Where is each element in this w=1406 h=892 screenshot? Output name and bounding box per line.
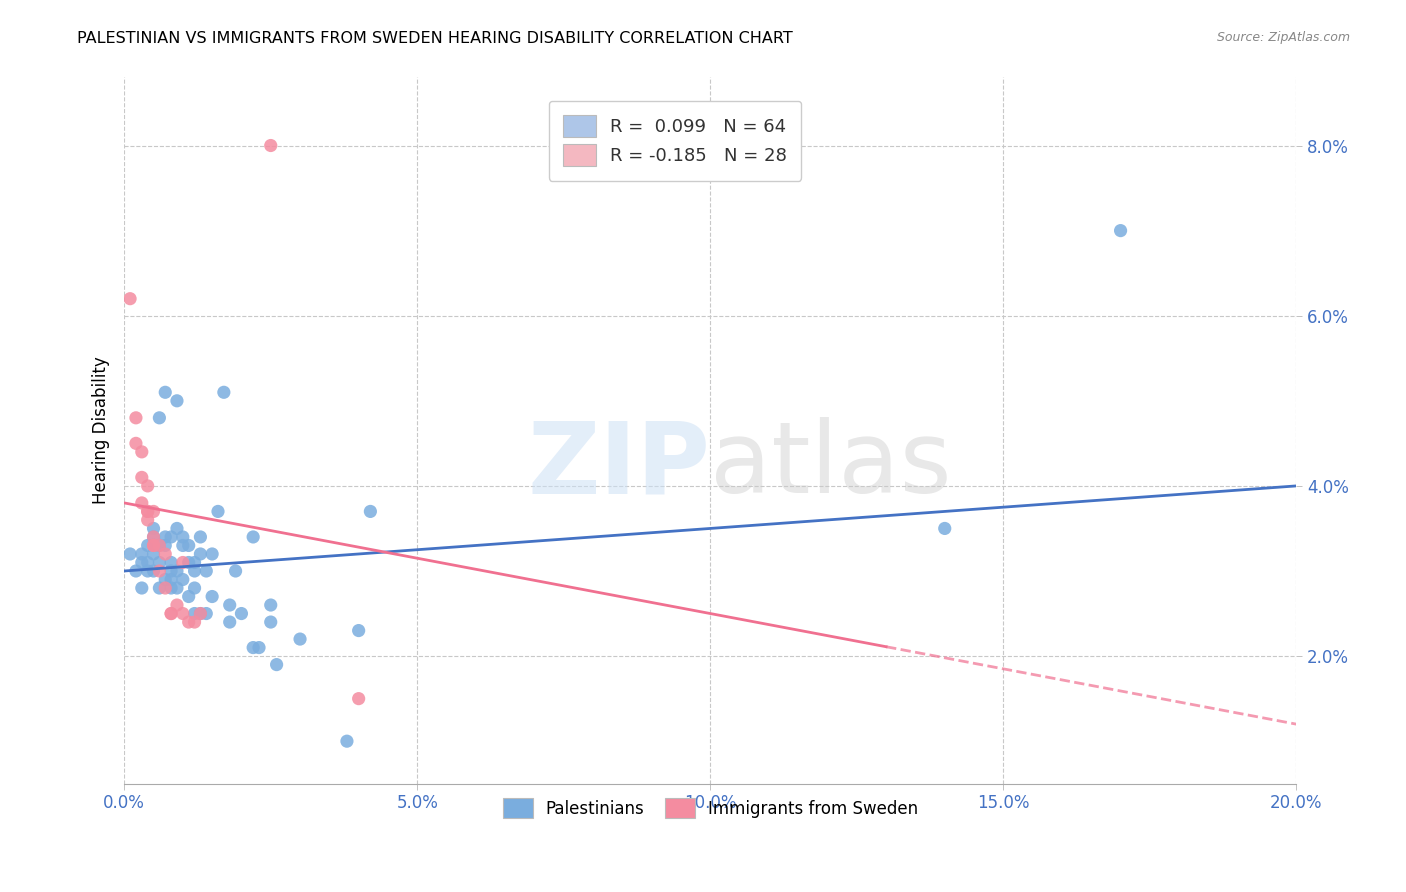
Point: [155, 539, 177, 553]
Point: [142, 547, 165, 561]
Point: [201, 590, 224, 604]
Point: [183, 581, 205, 595]
Point: [148, 564, 170, 578]
Point: [155, 530, 177, 544]
Point: [131, 470, 153, 484]
Point: [166, 581, 188, 595]
Point: [172, 607, 194, 621]
Point: [136, 513, 159, 527]
Point: [148, 539, 170, 553]
Point: [155, 385, 177, 400]
Point: [183, 607, 205, 621]
Point: [131, 556, 153, 570]
Point: [260, 598, 283, 612]
Point: [148, 581, 170, 595]
Point: [148, 556, 170, 570]
Point: [288, 632, 311, 646]
Point: [183, 564, 205, 578]
Point: [207, 504, 229, 518]
Text: Source: ZipAtlas.com: Source: ZipAtlas.com: [1216, 31, 1350, 45]
Point: [120, 292, 142, 306]
Point: [136, 504, 159, 518]
Point: [142, 564, 165, 578]
Point: [160, 564, 183, 578]
Point: [212, 385, 235, 400]
Point: [166, 598, 188, 612]
Legend: Palestinians, Immigrants from Sweden: Palestinians, Immigrants from Sweden: [496, 791, 925, 825]
Point: [160, 530, 183, 544]
Point: [218, 598, 240, 612]
Point: [242, 640, 264, 655]
Point: [190, 607, 212, 621]
Point: [247, 640, 270, 655]
Point: [359, 504, 381, 518]
Point: [136, 504, 159, 518]
Point: [201, 547, 224, 561]
Point: [190, 607, 212, 621]
Point: [160, 607, 183, 621]
Point: [183, 556, 205, 570]
Point: [172, 556, 194, 570]
Point: [160, 573, 183, 587]
Point: [172, 530, 194, 544]
Point: [131, 581, 153, 595]
Point: [131, 496, 153, 510]
Point: [177, 590, 200, 604]
Point: [231, 607, 253, 621]
Point: [190, 530, 212, 544]
Text: ZIP: ZIP: [527, 417, 710, 515]
Text: atlas: atlas: [710, 417, 952, 515]
Point: [177, 556, 200, 570]
Point: [148, 410, 170, 425]
Point: [136, 539, 159, 553]
Point: [125, 410, 148, 425]
Point: [218, 615, 240, 629]
Point: [260, 615, 283, 629]
Point: [242, 530, 264, 544]
Text: PALESTINIAN VS IMMIGRANTS FROM SWEDEN HEARING DISABILITY CORRELATION CHART: PALESTINIAN VS IMMIGRANTS FROM SWEDEN HE…: [77, 31, 793, 46]
Point: [155, 581, 177, 595]
Point: [347, 624, 370, 638]
Point: [142, 539, 165, 553]
Point: [266, 657, 288, 672]
Point: [142, 504, 165, 518]
Point: [177, 539, 200, 553]
Point: [160, 556, 183, 570]
Point: [148, 539, 170, 553]
Point: [155, 547, 177, 561]
Point: [225, 564, 247, 578]
Point: [183, 615, 205, 629]
Point: [1109, 224, 1132, 238]
Point: [125, 564, 148, 578]
Point: [125, 436, 148, 450]
Point: [131, 445, 153, 459]
Point: [160, 581, 183, 595]
Point: [195, 564, 218, 578]
Point: [166, 521, 188, 535]
Point: [142, 539, 165, 553]
Point: [260, 138, 283, 153]
Point: [347, 691, 370, 706]
Point: [120, 547, 142, 561]
Point: [166, 564, 188, 578]
Point: [934, 521, 956, 535]
Point: [142, 530, 165, 544]
Point: [142, 521, 165, 535]
Point: [190, 547, 212, 561]
Point: [136, 556, 159, 570]
Y-axis label: Hearing Disability: Hearing Disability: [93, 357, 110, 505]
Point: [195, 607, 218, 621]
Point: [155, 573, 177, 587]
Point: [142, 530, 165, 544]
Point: [166, 393, 188, 408]
Point: [160, 607, 183, 621]
Point: [136, 564, 159, 578]
Point: [172, 573, 194, 587]
Point: [136, 479, 159, 493]
Point: [177, 615, 200, 629]
Point: [336, 734, 359, 748]
Point: [172, 539, 194, 553]
Point: [131, 547, 153, 561]
